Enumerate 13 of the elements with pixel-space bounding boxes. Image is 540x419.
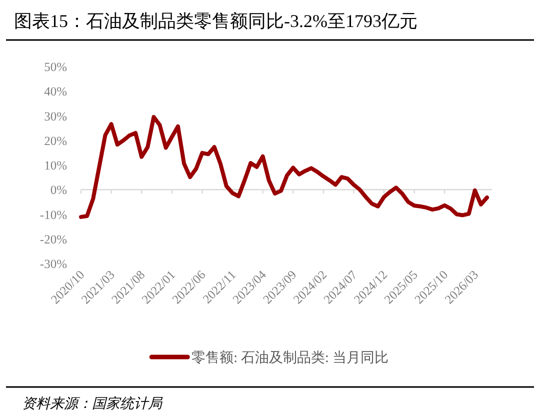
line-series — [79, 114, 489, 219]
chart-title: 图表15：石油及制品类零售额同比-3.2%至1793亿元 — [14, 11, 418, 31]
y-tick-label: 0% — [50, 183, 67, 198]
y-tick-label: 40% — [44, 84, 67, 99]
y-tick-label: 10% — [44, 158, 67, 172]
y-tick-label: -20% — [40, 232, 67, 246]
y-tick-label: 20% — [44, 134, 67, 148]
y-tick-label: 50% — [44, 60, 67, 74]
legend-label: 零售额: 石油及制品类: 当月同比 — [192, 350, 388, 366]
y-tick-label: 30% — [44, 109, 67, 124]
text: 资料来源：国家统计局 — [22, 396, 163, 412]
y-tick-label: -30% — [40, 257, 67, 271]
y-tick-label: -10% — [40, 208, 67, 222]
